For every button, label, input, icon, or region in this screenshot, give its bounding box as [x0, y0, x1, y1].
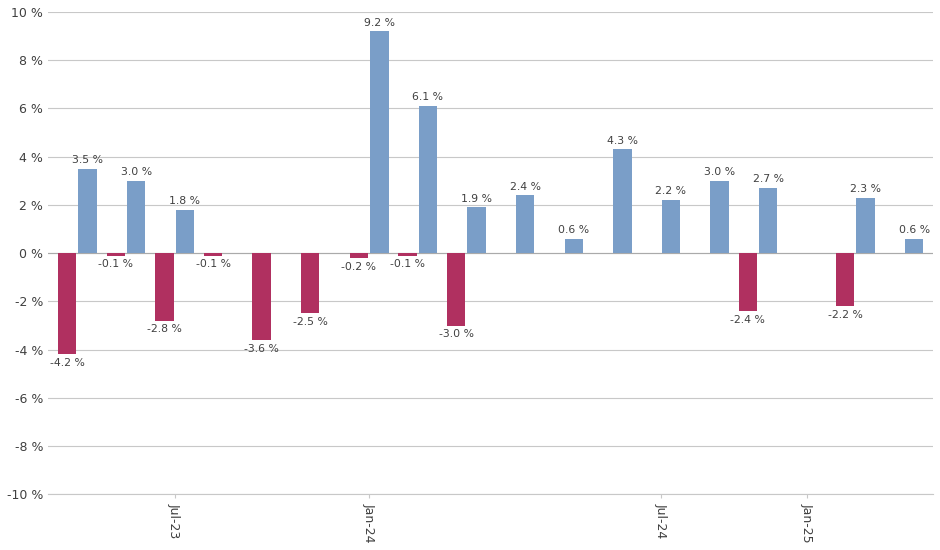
Bar	[759, 188, 777, 253]
Bar	[613, 150, 632, 253]
Bar	[516, 195, 534, 253]
Text: 3.0 %: 3.0 %	[120, 167, 151, 177]
Bar	[127, 181, 146, 253]
Text: 3.5 %: 3.5 %	[72, 155, 103, 165]
Text: -3.0 %: -3.0 %	[439, 329, 474, 339]
Text: -0.1 %: -0.1 %	[196, 259, 230, 269]
Text: 0.6 %: 0.6 %	[558, 225, 589, 235]
Text: -4.2 %: -4.2 %	[50, 358, 85, 368]
Text: 2.4 %: 2.4 %	[509, 182, 540, 191]
Text: 1.8 %: 1.8 %	[169, 196, 200, 206]
Bar	[58, 253, 76, 355]
Bar	[176, 210, 194, 253]
Text: 4.3 %: 4.3 %	[607, 136, 638, 146]
Bar	[565, 239, 583, 253]
Bar	[301, 253, 320, 313]
Text: -2.4 %: -2.4 %	[730, 315, 765, 324]
Text: -2.2 %: -2.2 %	[827, 310, 863, 320]
Bar	[350, 253, 368, 258]
Text: -0.2 %: -0.2 %	[341, 262, 376, 272]
Text: 0.6 %: 0.6 %	[899, 225, 930, 235]
Text: 3.0 %: 3.0 %	[704, 167, 735, 177]
Bar	[711, 181, 728, 253]
Text: -0.1 %: -0.1 %	[99, 259, 133, 269]
Bar	[836, 253, 854, 306]
Text: 2.7 %: 2.7 %	[753, 174, 784, 184]
Bar	[78, 169, 97, 253]
Text: 9.2 %: 9.2 %	[364, 18, 395, 28]
Bar	[399, 253, 416, 256]
Text: 6.1 %: 6.1 %	[413, 92, 444, 102]
Text: -2.8 %: -2.8 %	[147, 324, 181, 334]
Bar	[467, 207, 486, 253]
Text: -2.5 %: -2.5 %	[292, 317, 328, 327]
Bar	[856, 197, 875, 253]
Text: -3.6 %: -3.6 %	[244, 344, 279, 354]
Bar	[370, 31, 388, 253]
Text: 1.9 %: 1.9 %	[461, 194, 492, 204]
Bar	[204, 253, 222, 256]
Text: 2.3 %: 2.3 %	[850, 184, 881, 194]
Bar	[739, 253, 757, 311]
Bar	[106, 253, 125, 256]
Bar	[155, 253, 174, 321]
Bar	[252, 253, 271, 340]
Text: 2.2 %: 2.2 %	[655, 186, 686, 196]
Bar	[905, 239, 923, 253]
Bar	[662, 200, 681, 253]
Bar	[418, 106, 437, 253]
Bar	[446, 253, 465, 326]
Text: -0.1 %: -0.1 %	[390, 259, 425, 269]
